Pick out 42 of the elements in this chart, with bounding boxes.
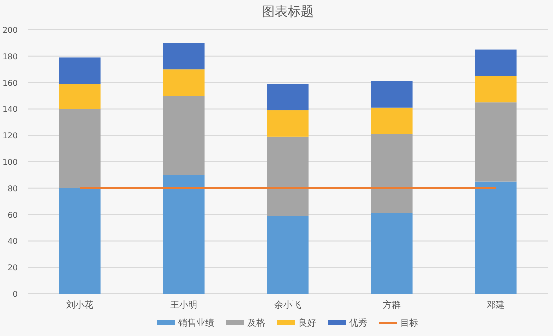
y-tick-label: 120	[2, 132, 18, 141]
bar	[267, 84, 309, 111]
legend-label: 及格	[248, 318, 266, 329]
bar	[371, 81, 413, 108]
y-tick-label: 140	[2, 105, 18, 114]
bar	[475, 76, 517, 103]
bar	[59, 188, 101, 294]
x-tick-label: 邓建	[487, 300, 505, 311]
y-tick-label: 100	[2, 158, 18, 167]
y-tick-label: 160	[2, 78, 18, 88]
bar	[59, 84, 101, 110]
bar	[267, 216, 309, 294]
x-tick-label: 方群	[383, 300, 401, 311]
bar	[163, 70, 205, 96]
bar	[267, 110, 309, 137]
x-tick-label: 王小明	[170, 300, 198, 311]
y-tick-label: 40	[8, 237, 18, 246]
x-tick-label: 余小飞	[274, 300, 302, 311]
bar	[475, 50, 517, 76]
x-tick-label: 刘小花	[66, 300, 94, 311]
y-tick-label: 20	[8, 264, 18, 273]
bar	[163, 175, 205, 294]
y-tick-label: 200	[2, 26, 18, 35]
bar	[475, 182, 517, 294]
bar	[163, 96, 205, 176]
y-tick-label: 80	[8, 184, 18, 194]
y-tick-label: 180	[2, 52, 18, 62]
legend-label: 销售业绩	[178, 318, 214, 329]
bar	[475, 102, 517, 182]
bar	[163, 43, 205, 70]
bar	[371, 108, 413, 134]
bar	[371, 213, 413, 294]
legend-label: 目标	[400, 318, 418, 329]
legend-label: 优秀	[350, 318, 368, 329]
legend-label: 良好	[298, 318, 316, 329]
chart-title: 图表标题	[262, 5, 314, 20]
bar	[267, 136, 309, 216]
y-tick-label: 0	[12, 290, 18, 299]
bar	[59, 58, 101, 84]
bar	[371, 134, 413, 214]
y-tick-label: 60	[8, 210, 18, 220]
bar	[59, 109, 101, 188]
